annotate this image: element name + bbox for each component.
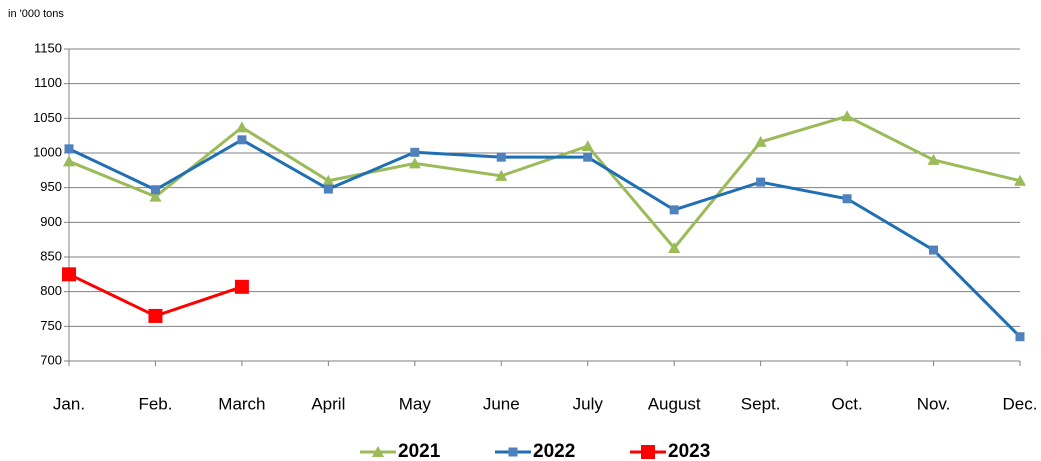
y-tick-label: 750 [40,318,62,333]
series-line [68,138,1022,338]
marker [408,157,421,169]
marker [372,446,384,457]
x-tick-label: Nov. [917,394,951,413]
marker [63,155,75,167]
marker [508,447,518,457]
y-tick-label: 1000 [33,144,62,159]
y-tick-label: 800 [40,283,62,298]
x-tick-label: Jan. [53,394,85,413]
marker [322,174,335,186]
marker [237,135,247,145]
x-tick-label: Dec. [1003,394,1038,413]
y-tick-label: 1100 [34,75,62,90]
x-tick-label: April [311,394,345,413]
y-axis-unit: in '000 tons [8,8,64,20]
y-tick-label: 950 [40,179,62,194]
marker [234,279,249,294]
marker [1014,174,1026,186]
y-tick-label: 1150 [34,40,62,55]
marker [148,308,163,323]
marker [929,245,939,255]
marker [149,190,162,202]
x-tick-label: July [573,394,604,413]
marker [841,110,854,122]
marker [235,121,248,133]
marker [842,194,852,204]
marker [756,177,766,187]
marker [496,152,506,162]
marker [1015,332,1025,342]
y-tick-label: 900 [40,214,62,229]
x-tick-label: Oct. [832,394,863,413]
marker [668,241,681,253]
marker [583,152,593,162]
legend-label: 2022 [533,441,575,461]
marker [150,185,160,195]
marker [64,144,74,154]
marker [62,267,76,282]
x-tick-label: June [483,394,520,413]
legend-label: 2023 [668,441,710,461]
x-tick-label: Feb. [138,394,172,413]
x-tick-label: Sept. [741,394,781,413]
marker [641,445,655,459]
marker [581,140,594,152]
x-tick-label: August [648,394,701,413]
y-tick-label: 700 [40,352,62,367]
series-line [68,114,1021,251]
legend-label: 2021 [398,441,441,461]
y-tick-label: 1050 [33,110,62,125]
marker [927,153,940,165]
marker [754,135,767,147]
x-tick-label: March [218,394,265,413]
marker [669,205,679,215]
marker [323,184,333,194]
marker [495,169,508,181]
x-tick-label: May [399,394,432,413]
marker [410,147,420,157]
y-tick-label: 850 [40,248,62,263]
